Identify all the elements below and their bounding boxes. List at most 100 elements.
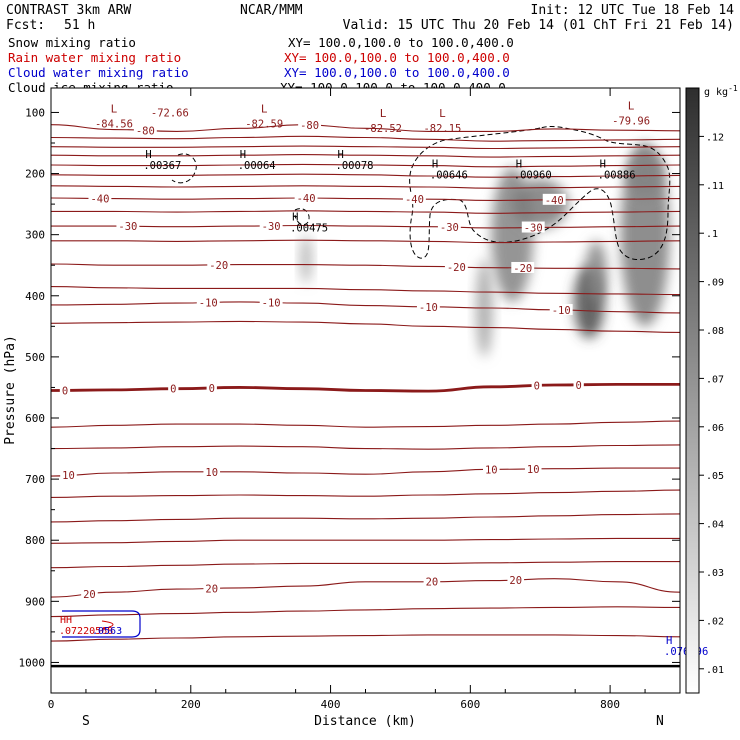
high-marker: H [338, 149, 344, 161]
isotherm-line [51, 154, 680, 158]
isotherm-label: -10 [552, 305, 571, 317]
isotherm-label-bg [81, 588, 98, 600]
isotherm-label: 10 [527, 464, 540, 476]
colorbar [685, 87, 700, 694]
isotherm-line [51, 606, 680, 618]
rain-high-value: .07220568 [59, 626, 113, 637]
extrema-markers: L -84.56 -72.66 L -82.59 L -82.52 L -82.15 L -79.9… [95, 99, 708, 658]
low-marker: L [261, 102, 268, 115]
isotherm-label-bg [206, 381, 217, 393]
y-tick-label: 100 [25, 106, 45, 119]
isotherm-label-bg [294, 192, 318, 204]
low-value: -82.15 [423, 123, 461, 135]
isotherm-line [51, 467, 680, 477]
y-tick-label: 1000 [19, 656, 46, 669]
legend-rain-xy: XY= 100.0,100.0 to 100.0,400.0 [284, 50, 510, 65]
isotherm-label-bg [423, 575, 441, 587]
y-tick-label: 700 [25, 473, 45, 486]
x-start-label: S [82, 714, 90, 729]
isotherm-line [51, 444, 680, 450]
high-value: .00064 [238, 160, 276, 172]
isotherm-label: -30 [524, 223, 543, 235]
colorbar-tick-label: .05 [706, 471, 724, 482]
isotherm-label-bg [549, 304, 573, 316]
low-marker: L [439, 107, 446, 120]
isotherm-label-bg [402, 193, 426, 205]
isotherm-label: 20 [509, 575, 522, 587]
isotherm-label: -20 [447, 262, 466, 274]
isotherm-label: 20 [205, 583, 218, 595]
isotherm-line [51, 634, 680, 642]
isotherm-label: -80 [300, 120, 319, 132]
isotherm-labels: -80 -80 -40 -40 -40 -40 -30 -30 -30 -30 -20 -20 -20 -… [59, 119, 584, 601]
isotherm-line [51, 561, 680, 569]
isotherm-label-bg [203, 582, 221, 594]
colorbar-tick-label: .07 [706, 374, 724, 385]
high-marker: H [145, 149, 151, 161]
isotherm-label: -30 [118, 221, 137, 233]
cloud-water-contour [62, 610, 141, 638]
isotherm-line [51, 301, 680, 314]
isotherm-label: 10 [485, 464, 498, 476]
isotherm-label-bg [196, 296, 220, 308]
x-tick-label: 400 [321, 698, 341, 711]
high-marker: H [666, 635, 672, 647]
high-value: .00886 [598, 169, 636, 181]
isotherm-line [51, 263, 680, 270]
cloud-ice-contour [409, 126, 671, 261]
isotherm-line [51, 173, 680, 178]
isotherm-label-bg [507, 573, 525, 585]
isotherm-label: -10 [199, 298, 218, 310]
x-end-label: N [656, 714, 664, 729]
high-value: .00960 [514, 169, 552, 181]
isotherm-label-bg [542, 193, 566, 205]
rain-water-contour [101, 620, 114, 630]
colorbar-tick-label: .12 [706, 132, 724, 143]
isotherm-line [51, 382, 680, 393]
low-value: -84.56 [95, 118, 133, 130]
isotherm-line [51, 286, 680, 296]
isotherm-label-bg [59, 384, 71, 396]
low-value: -72.66 [151, 107, 189, 119]
colorbar-ticks: .01 .02 .03 .04 .05 .06 .07 .08 .09 .1 .11 .12 [699, 132, 724, 676]
low-value: -82.52 [364, 123, 402, 135]
isotherm-label: 10 [62, 470, 75, 482]
low-marker: L [111, 102, 118, 115]
y-tick-label: 400 [25, 290, 45, 303]
isotherm-line [51, 513, 680, 523]
init-time: Init: 12 UTC Tue 18 Feb 14 [531, 3, 735, 18]
low-value: -82.59 [245, 118, 283, 130]
isotherm-label-bg [511, 261, 535, 273]
y-tick-label: 600 [25, 412, 45, 425]
colorbar-tick-label: .1 [706, 229, 718, 240]
x-axis-label: Distance (km) [314, 714, 416, 729]
snow-cell [512, 179, 569, 229]
isotherm-label: 20 [426, 577, 439, 589]
forecast-label: Fcst: [6, 18, 45, 33]
high-marker: H [516, 158, 522, 170]
isotherm-label: 0 [209, 383, 215, 395]
isotherm-label: 0 [534, 381, 540, 393]
isotherm-label: 0 [62, 385, 68, 397]
isotherm-label: 10 [205, 467, 218, 479]
colorbar-tick-label: .01 [706, 665, 724, 676]
high-marker: H [240, 149, 246, 161]
isotherm-label-bg [573, 378, 584, 390]
isotherm-label: -30 [440, 222, 459, 234]
y-tick-label: 200 [25, 168, 45, 181]
isotherm-label-bg [88, 192, 112, 204]
isotherm-line [51, 578, 680, 598]
isotherm-label-bg [207, 258, 231, 270]
isotherm-label: -40 [90, 193, 109, 205]
x-tick-label: 200 [181, 698, 201, 711]
isotherm-label-bg [133, 124, 157, 136]
isotherm-label-bg [60, 469, 77, 481]
isotherm-line [51, 197, 680, 201]
isotherm-label: -20 [209, 260, 228, 272]
isotherm-label: -40 [405, 194, 424, 206]
isotherm-line [51, 537, 680, 544]
colorbar-tick-label: .11 [706, 181, 724, 192]
isotherm-label-bg [483, 463, 500, 475]
isotherm-line [51, 224, 680, 229]
snow-shading-layer [300, 143, 670, 357]
